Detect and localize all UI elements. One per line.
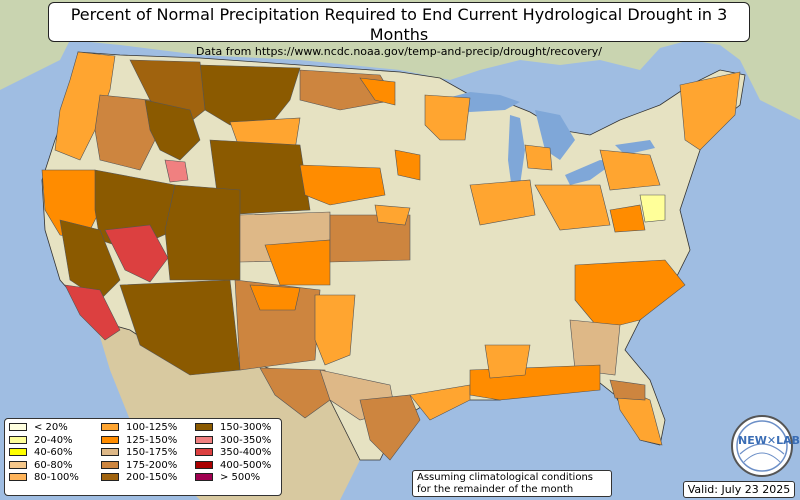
legend-item: 20-40% (9, 435, 79, 448)
legend-swatch (101, 448, 119, 456)
legend-item: 40-60% (9, 447, 79, 460)
lake-ontario (615, 140, 655, 155)
region-mn (359, 77, 396, 106)
region-co-orange (264, 239, 331, 286)
legend-label: 300-350% (220, 434, 272, 446)
legend-swatch (9, 423, 27, 431)
logo-lettering: NEW✕LAB (738, 434, 800, 447)
region-se (574, 259, 686, 331)
region-az (119, 279, 241, 376)
region-ut-south (164, 184, 241, 281)
legend-swatch (195, 448, 213, 456)
region-va (609, 204, 646, 233)
title-box: Percent of Normal Precipitation Required… (48, 2, 750, 58)
newxlab-logo (731, 415, 793, 477)
region-tx-south (359, 394, 421, 461)
legend-item: 350-400% (195, 447, 271, 460)
legend-swatch (9, 435, 27, 444)
region-ne (299, 164, 386, 206)
region-il-in (469, 179, 536, 226)
region-ca-central (59, 219, 121, 301)
lake-michigan (508, 115, 525, 190)
legend-label: 350-400% (220, 447, 272, 458)
legend-item: 125-150% (101, 435, 177, 448)
region-id-central (144, 99, 201, 161)
legend-item: 400-500% (195, 460, 271, 473)
legend-item: 150-300% (195, 422, 271, 435)
legend-item: 100-125% (101, 422, 177, 435)
legend-item: 300-350% (195, 435, 271, 448)
legend-label: 150-300% (220, 422, 272, 433)
legend-swatch (101, 435, 119, 444)
legend-item: 150-175% (101, 447, 177, 460)
region-pa (599, 149, 661, 191)
legend-item: 80-100% (9, 472, 79, 485)
region-md (639, 194, 666, 223)
region-tx-coast (409, 384, 471, 421)
region-mi (524, 144, 553, 171)
region-wi (424, 94, 471, 141)
lake-erie (565, 160, 615, 185)
assumption-note-line-1: Assuming climatological conditions (417, 472, 593, 483)
legend-item: < 20% (9, 422, 79, 435)
legend-swatch (101, 423, 119, 431)
map-subtitle: Data from https://www.ncdc.noaa.gov/temp… (196, 45, 602, 58)
legend-column-1: < 20% 20-40% 40-60% 60-80% 80-100% (9, 422, 79, 485)
region-ut-hot (164, 159, 189, 183)
legend-label: < 20% (34, 422, 68, 433)
legend-label: 150-175% (126, 447, 178, 458)
legend-label: 100-125% (126, 422, 178, 433)
region-ks-orange (374, 204, 411, 226)
assumption-note: Assuming climatological conditions for t… (412, 470, 612, 497)
legend-label: 80-100% (34, 472, 79, 483)
legend-swatch (101, 460, 119, 469)
region-pnw (54, 51, 116, 161)
legend-swatch (9, 448, 27, 456)
legend-label: 400-500% (220, 459, 272, 471)
assumption-note-line-2: for the remainder of the month (417, 484, 574, 495)
legend-label: 200-150% (126, 472, 178, 483)
legend-label: 175-200% (126, 459, 178, 471)
legend-swatch (9, 460, 27, 469)
valid-date: Valid: July 23 2025 (683, 481, 795, 498)
legend-swatch (195, 473, 213, 481)
map-title: Percent of Normal Precipitation Required… (70, 5, 728, 44)
legend-label: 125-150% (126, 434, 178, 446)
region-oh (534, 184, 611, 231)
legend-swatch (9, 473, 27, 481)
region-nm-orange (249, 284, 301, 311)
region-ms-al (484, 344, 531, 379)
legend-label: > 500% (220, 472, 261, 483)
region-ga (569, 319, 621, 376)
legend-item: 60-80% (9, 460, 79, 473)
region-tx-pan (314, 294, 356, 366)
region-tx-west (259, 367, 331, 419)
legend-item: > 500% (195, 472, 271, 485)
legend-label: 60-80% (34, 459, 73, 471)
region-fl-north (609, 379, 646, 401)
region-ne-states (679, 71, 741, 151)
legend-swatch (101, 473, 119, 481)
region-ia (394, 149, 421, 181)
legend-swatch (195, 435, 213, 444)
legend-label: 40-60% (34, 447, 73, 458)
region-nv-red (104, 224, 169, 283)
legend: < 20% 20-40% 40-60% 60-80% 80-100% 100-125% 1… (4, 418, 282, 496)
legend-label: 20-40% (34, 434, 73, 446)
legend-swatch (195, 460, 213, 469)
legend-column-3: 150-300% 300-350% 350-400% 400-500% > 500% (195, 422, 271, 485)
region-socal-red (64, 284, 121, 341)
region-nm (234, 279, 321, 371)
legend-item: 200-150% (101, 472, 177, 485)
legend-column-2: 100-125% 125-150% 150-175% 175-200% 200-150% (101, 422, 177, 485)
legend-item: 175-200% (101, 460, 177, 473)
legend-swatch (195, 423, 213, 431)
